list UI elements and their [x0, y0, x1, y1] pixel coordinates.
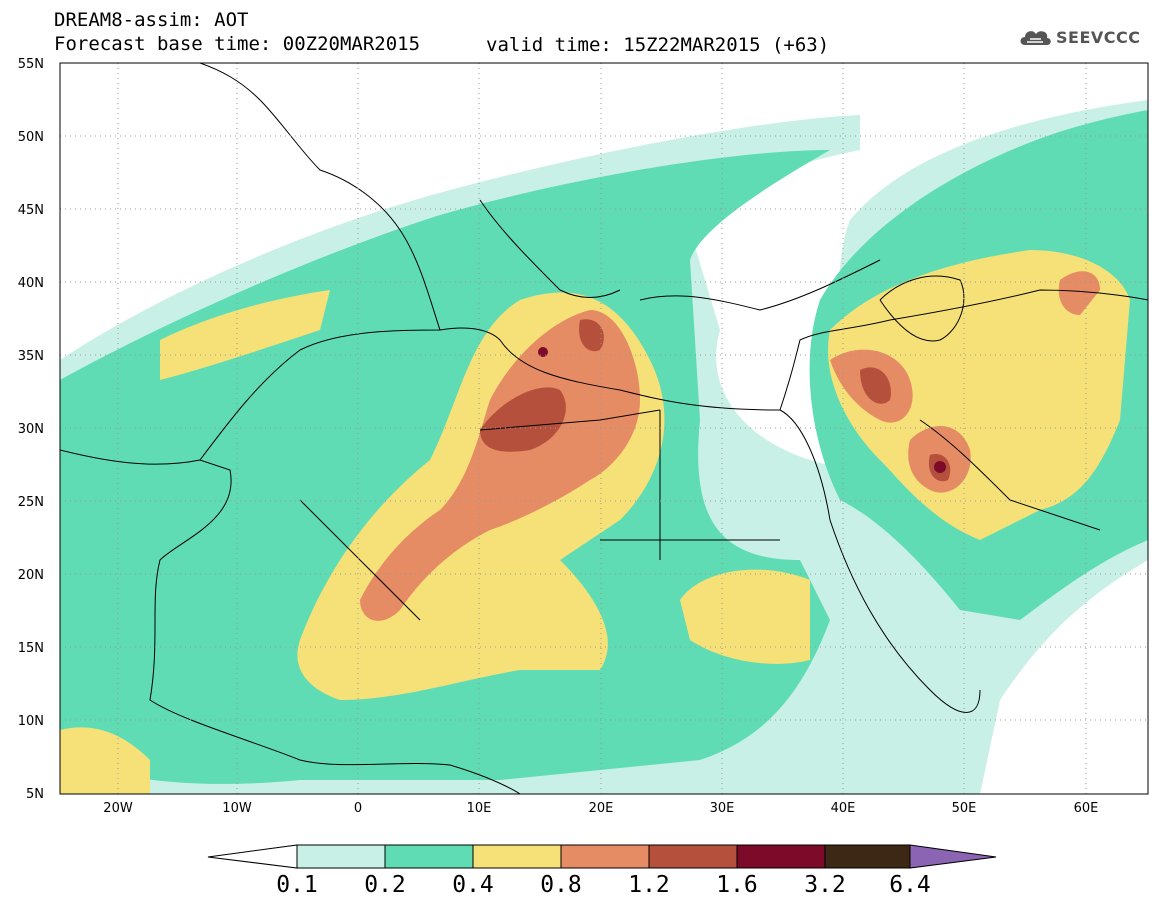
aot-band-0.8-east3 [1058, 271, 1100, 315]
lat-label: 50N [18, 130, 44, 145]
colorbar-low-arrow [207, 844, 298, 869]
aot-band-1.6 [538, 347, 548, 357]
lon-label: 40E [831, 801, 856, 816]
lon-label: 20E [589, 801, 614, 816]
lon-label: 60E [1074, 801, 1099, 816]
lat-label: 45N [18, 203, 44, 218]
colorbar-swatch [472, 844, 562, 869]
lat-label: 10N [18, 714, 44, 729]
lon-label: 30E [710, 801, 735, 816]
lon-label: 10E [467, 801, 492, 816]
aot-band-1.2-east [860, 367, 891, 404]
aot-band-0.4-east [828, 250, 1130, 540]
colorbar-swatch [384, 844, 474, 869]
lat-label: 30N [18, 422, 44, 437]
lon-labels: 20W 10W 0 10E 20E 30E 40E 50E 60E [103, 801, 1098, 816]
lat-labels: 55N 50N 45N 40N 35N 30N 25N 20N 15N 10N … [18, 57, 44, 802]
aot-band-1.6-east [934, 461, 946, 473]
aot-shading [60, 100, 1148, 794]
colorbar-label: 0.4 [452, 872, 494, 898]
lat-label: 35N [18, 349, 44, 364]
grid [60, 63, 1148, 794]
lat-label: 15N [18, 641, 44, 656]
map-title: DREAM8-assim: AOT [54, 9, 249, 31]
colorbar-swatch [296, 844, 386, 869]
lon-label: 0 [354, 801, 362, 816]
lon-label: 10W [222, 801, 252, 816]
colorbar [207, 844, 997, 869]
lon-label: 50E [952, 801, 977, 816]
coastlines [60, 63, 1148, 794]
logo-text: SEEVCCC [1056, 27, 1141, 47]
base-time: Forecast base time: 00Z20MAR2015 [54, 33, 421, 55]
colorbar-label: 0.2 [364, 872, 406, 898]
lat-label: 55N [18, 57, 44, 72]
colorbar-label: 1.2 [628, 872, 670, 898]
valid-time: valid time: 15Z22MAR2015 (+63) [486, 34, 830, 56]
colorbar-high-arrow [909, 844, 997, 869]
colorbar-label: 0.8 [540, 872, 582, 898]
lat-label: 5N [26, 787, 44, 802]
lat-label: 25N [18, 495, 44, 510]
aot-band-0.4-c [60, 727, 150, 794]
colorbar-swatch [736, 844, 826, 869]
colorbar-label: 0.1 [276, 872, 318, 898]
lat-label: 40N [18, 276, 44, 291]
colorbar-label: 6.4 [889, 872, 931, 898]
colorbar-swatch [648, 844, 738, 869]
seevccc-logo: SEEVCCC [1017, 25, 1141, 49]
colorbar-swatch [824, 844, 911, 869]
aot-band-0.4-d [160, 290, 330, 380]
colorbar-label: 3.2 [804, 872, 846, 898]
cloud-icon [1020, 31, 1051, 45]
aot-band-0.8 [360, 310, 640, 621]
colorbar-label: 1.6 [716, 872, 758, 898]
lat-label: 20N [18, 568, 44, 583]
aot-band-1.2 [480, 387, 566, 452]
colorbar-swatch [560, 844, 650, 869]
aot-band-0.4-b [680, 569, 810, 664]
lon-label: 20W [103, 801, 133, 816]
aot-band-1.2-b [579, 319, 604, 352]
plot-frame [59, 62, 1149, 795]
